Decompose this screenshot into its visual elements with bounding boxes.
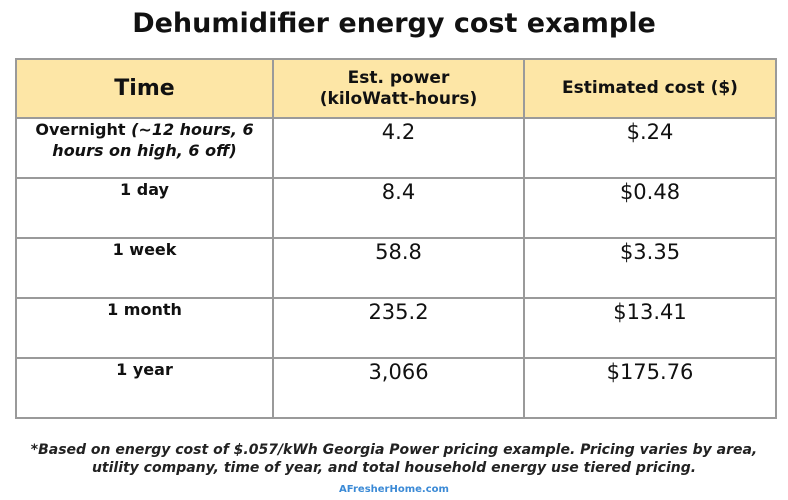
table-row: 1 week 58.8 $3.35 bbox=[15, 237, 777, 299]
power-value: 4.2 bbox=[272, 117, 525, 179]
header-est-power-line2: (kiloWatt-hours) bbox=[319, 88, 478, 109]
table-row: Overnight (~12 hours, 6 hours on high, 6… bbox=[15, 117, 777, 179]
time-period-cell: 1 month bbox=[15, 297, 274, 359]
table-row: 1 month 235.2 $13.41 bbox=[15, 297, 777, 359]
power-value: 8.4 bbox=[272, 177, 525, 239]
cost-value: $13.41 bbox=[523, 297, 777, 359]
cost-value: $175.76 bbox=[523, 357, 777, 419]
time-period-label: Overnight bbox=[35, 120, 126, 139]
table-header-row: Time Est. power (kiloWatt-hours) Estimat… bbox=[15, 58, 777, 119]
time-period-cell: 1 day bbox=[15, 177, 274, 239]
time-period-note: (~12 hours, 6 hours on high, 6 off) bbox=[52, 120, 254, 160]
time-period-cell: 1 week bbox=[15, 237, 274, 299]
time-period-label: 1 month bbox=[107, 300, 182, 319]
page-title: Dehumidifier energy cost example bbox=[132, 8, 656, 39]
time-period-label: 1 week bbox=[112, 240, 177, 259]
header-est-power-line1: Est. power bbox=[347, 67, 450, 88]
cost-value: $3.35 bbox=[523, 237, 777, 299]
power-value: 3,066 bbox=[272, 357, 525, 419]
site-watermark: AFresherHome.com bbox=[339, 484, 449, 495]
header-estimated-cost: Estimated cost ($) bbox=[523, 58, 777, 119]
cost-value: $.24 bbox=[523, 117, 777, 179]
time-period-label: 1 year bbox=[116, 360, 173, 379]
time-period-cell: Overnight (~12 hours, 6 hours on high, 6… bbox=[15, 117, 274, 179]
time-period-cell: 1 year bbox=[15, 357, 274, 419]
power-value: 58.8 bbox=[272, 237, 525, 299]
pricing-footnote: *Based on energy cost of $.057/kWh Georg… bbox=[30, 442, 758, 476]
table-row: 1 day 8.4 $0.48 bbox=[15, 177, 777, 239]
header-time: Time bbox=[15, 58, 274, 119]
cost-value: $0.48 bbox=[523, 177, 777, 239]
table-row: 1 year 3,066 $175.76 bbox=[15, 357, 777, 419]
energy-cost-table: Time Est. power (kiloWatt-hours) Estimat… bbox=[15, 58, 777, 419]
header-est-power: Est. power (kiloWatt-hours) bbox=[272, 58, 525, 119]
power-value: 235.2 bbox=[272, 297, 525, 359]
time-period-label: 1 day bbox=[120, 180, 169, 199]
